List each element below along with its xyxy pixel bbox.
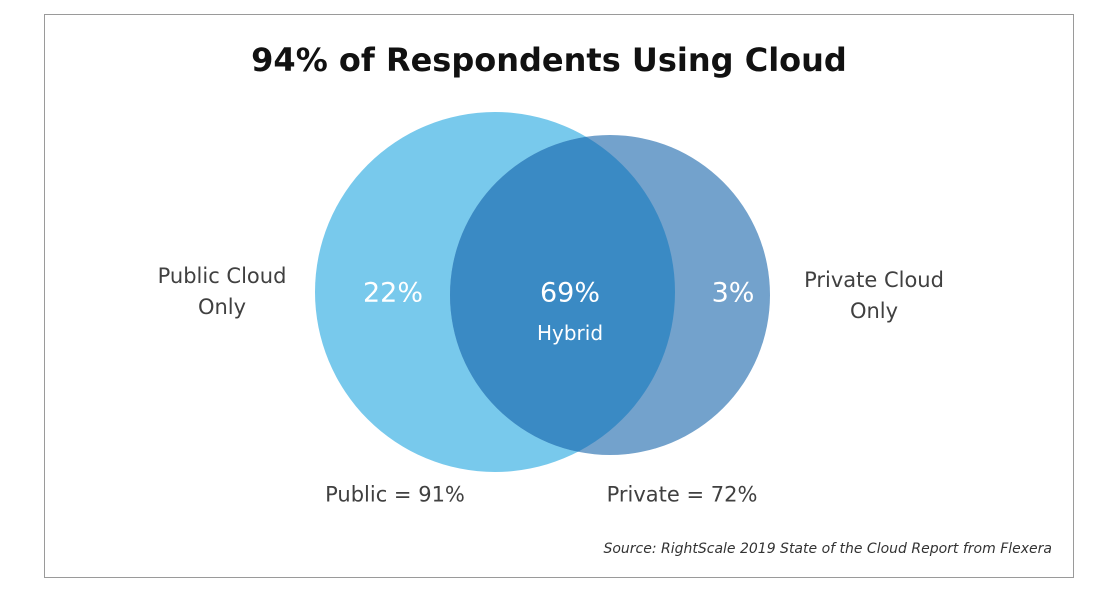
diagram-title: 94% of Respondents Using Cloud (251, 41, 847, 79)
public-total: Public = 91% (325, 482, 465, 507)
private-only-label-line1: Private Cloud (804, 268, 944, 292)
private-only-value: 3% (711, 277, 755, 309)
public-only-label-line2: Only (197, 295, 247, 319)
hybrid-label: Hybrid (536, 321, 604, 345)
private-total: Private = 72% (606, 482, 758, 507)
private-only-label: Private Cloud Only (804, 265, 944, 327)
private-only-label-line2: Only (849, 299, 899, 323)
hybrid-value: 69% (539, 277, 601, 309)
diagram-frame (44, 14, 1074, 578)
source-note: Source: RightScale 2019 State of the Clo… (603, 541, 1052, 557)
public-only-value: 22% (362, 277, 424, 309)
hybrid-overlap-region (450, 135, 675, 455)
public-only-label-line1: Public Cloud (157, 264, 287, 288)
public-only-label: Public Cloud Only (158, 261, 287, 323)
